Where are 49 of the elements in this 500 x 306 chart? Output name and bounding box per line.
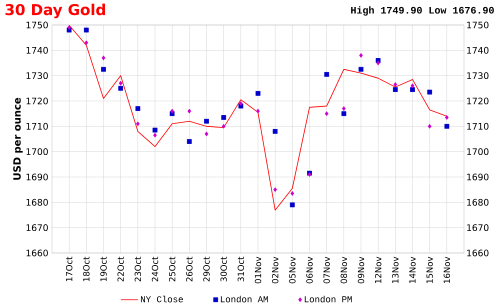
x-tick-label: 01Nov — [254, 256, 262, 284]
legend-label: London PM — [304, 296, 352, 302]
x-tick-label: 06Nov — [306, 256, 313, 284]
y2-tick-label: 1690 — [467, 174, 488, 180]
y2-tick-label: 1720 — [467, 98, 488, 104]
y-tick-label: 1750 — [26, 22, 48, 28]
y2-tick-label: 1750 — [467, 22, 488, 28]
y-tick-label: 1660 — [26, 250, 48, 256]
y-tick-label: 1670 — [26, 224, 48, 232]
y-tick-label: 1680 — [26, 198, 48, 206]
y-tick-label: 1720 — [26, 98, 48, 104]
legend-label: NY Close — [140, 296, 183, 302]
y2-tick-label: 1740 — [467, 46, 488, 54]
y2-tick-label: 1730 — [467, 72, 488, 80]
legend-label: London AM — [220, 296, 268, 302]
x-tick-label: 24Oct — [152, 256, 158, 282]
y2-tick-label: 1710 — [467, 122, 488, 130]
y2-tick-label: 1660 — [467, 250, 488, 256]
x-tick-label: 05Nov — [289, 256, 296, 284]
y-axis-title: USD per ounce — [13, 98, 23, 180]
x-tick-label: 31Oct — [238, 256, 244, 282]
x-tick-label: 12Nov — [374, 256, 382, 283]
x-tick-label: 15Nov — [426, 256, 433, 283]
x-tick-label: 07Nov — [323, 256, 330, 284]
y2-tick-label: 1680 — [467, 198, 488, 206]
x-tick-label: 26Oct — [186, 256, 193, 282]
x-tick-label: 29Oct — [203, 256, 210, 282]
x-tick-label: 08Nov — [340, 256, 348, 284]
x-tick-label: 23Oct — [134, 256, 142, 282]
x-tick-label: 09Nov — [358, 256, 364, 284]
y2-tick-label: 1700 — [467, 148, 488, 156]
y-tick-label: 1730 — [26, 72, 48, 80]
x-tick-label: 02Nov — [272, 256, 278, 284]
chart-title: 30 Day Gold — [6, 4, 105, 18]
y-tick-label: 1700 — [26, 148, 48, 156]
y-tick-label: 1710 — [26, 122, 48, 130]
x-tick-label: 13Nov — [392, 256, 399, 283]
x-tick-label: 17Oct — [66, 256, 72, 282]
y2-tick-label: 1670 — [467, 224, 488, 232]
chart-subtitle: High 1749.90 Low 1676.90 — [351, 6, 494, 16]
x-tick-label: 14Nov — [409, 256, 416, 283]
x-tick-label: 16Nov — [444, 256, 450, 283]
x-tick-label: 18Oct — [83, 256, 90, 282]
y-tick-label: 1690 — [26, 174, 48, 180]
x-tick-label: 19Oct — [100, 256, 107, 282]
x-tick-label: 30Oct — [220, 256, 227, 282]
y-tick-label: 1740 — [26, 46, 48, 54]
x-tick-label: 25Oct — [168, 256, 176, 282]
x-tick-label: 22Oct — [117, 256, 124, 282]
